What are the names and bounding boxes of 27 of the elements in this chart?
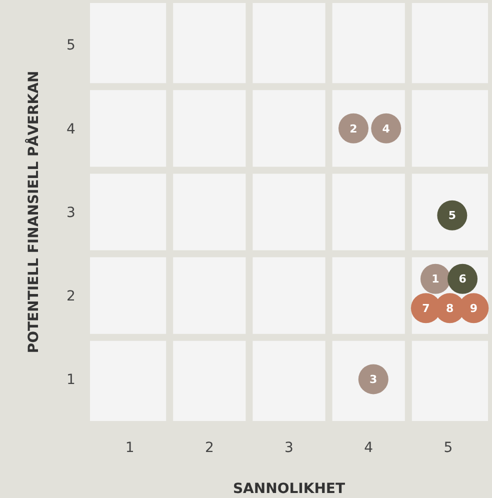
point	[448, 264, 478, 294]
x-tick-label: 4	[364, 440, 374, 456]
x-tick-label: 3	[284, 440, 294, 456]
x-tick-label: 2	[204, 440, 214, 456]
y-tick-label: 2	[66, 288, 76, 304]
x-tick-label: 1	[125, 440, 134, 456]
y-tick-label: 4	[66, 121, 76, 138]
y-tick-label: 3	[66, 204, 76, 221]
x-tick-label: 5	[444, 440, 453, 456]
annotation: 9	[470, 302, 478, 315]
annotation: 8	[446, 302, 454, 315]
annotation: 1	[432, 272, 440, 286]
x-axis-title: SANNOLIKHET	[232, 481, 346, 497]
y-tick-label: 5	[66, 38, 76, 54]
annotation: 6	[458, 272, 467, 286]
point	[338, 113, 368, 144]
annotation: 4	[382, 122, 390, 136]
y-tick-label: 1	[66, 372, 76, 388]
point	[371, 113, 402, 144]
annotation: 3	[370, 373, 378, 386]
y-axis-title: POTENTIELL FINANSIELL PÅVERKAN	[25, 70, 42, 354]
annotation: 7	[422, 302, 430, 315]
annotation: 2	[350, 122, 358, 136]
point	[437, 200, 468, 230]
point	[358, 364, 388, 394]
point	[420, 264, 450, 294]
annotation: 5	[448, 209, 456, 222]
